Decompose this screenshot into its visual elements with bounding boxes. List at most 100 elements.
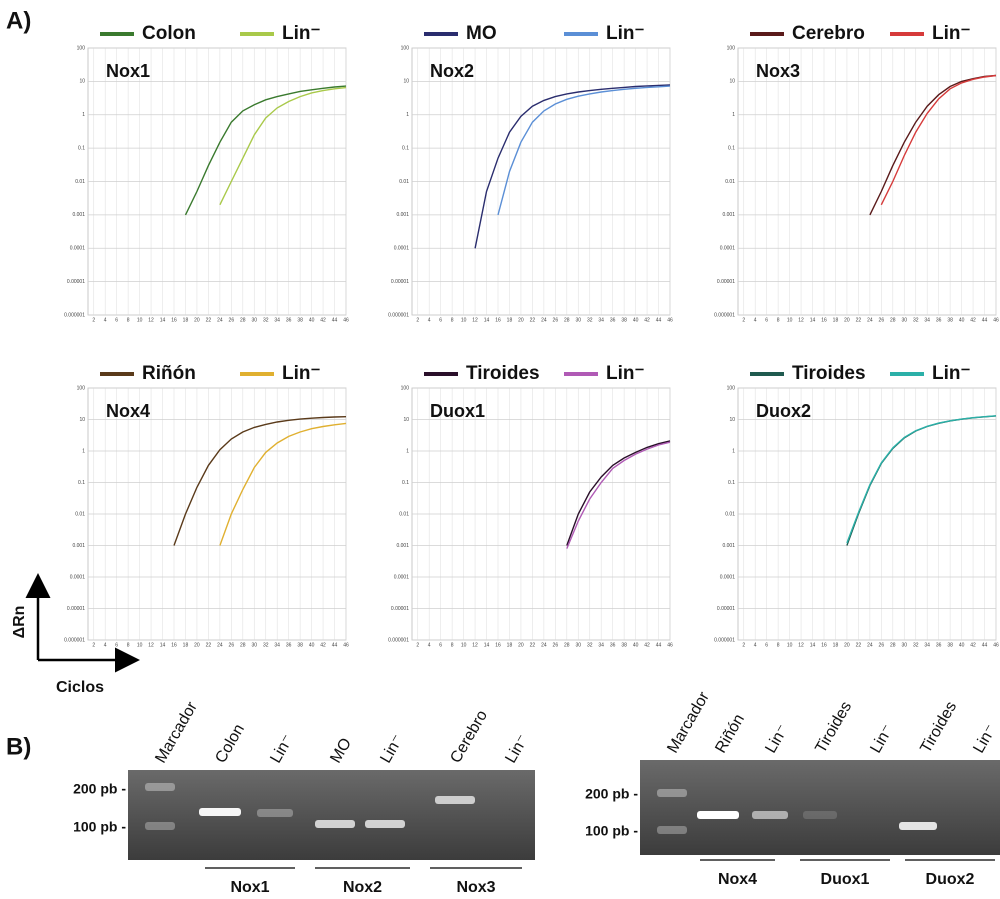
x-tick-label: 28 bbox=[240, 317, 246, 323]
x-tick-label: 44 bbox=[656, 317, 662, 323]
legend-label: Lin⁻ bbox=[932, 23, 971, 44]
y-axis-label: ΔRn bbox=[11, 606, 28, 639]
x-tick-label: 42 bbox=[644, 317, 650, 323]
x-tick-label: 32 bbox=[263, 642, 269, 648]
lane-label: Lin⁻ bbox=[267, 732, 297, 766]
chart: 2468101214161820222426283032343638404244… bbox=[388, 363, 673, 648]
x-tick-label: 28 bbox=[564, 642, 570, 648]
x-tick-label: 28 bbox=[890, 642, 896, 648]
y-tick-label: 0.01 bbox=[725, 179, 735, 185]
x-tick-label: 14 bbox=[484, 642, 490, 648]
x-tick-label: 40 bbox=[309, 642, 315, 648]
x-tick-label: 10 bbox=[461, 642, 467, 648]
x-tick-label: 8 bbox=[451, 317, 454, 323]
y-tick-label: 0.1 bbox=[728, 145, 735, 151]
gel: MarcadorColonLin⁻MOLin⁻CerebroLin⁻200 pb… bbox=[73, 699, 535, 897]
x-tick-label: 44 bbox=[982, 642, 988, 648]
lane-label: Marcador bbox=[152, 699, 201, 767]
y-tick-label: 0.0001 bbox=[720, 574, 736, 580]
y-tick-label: 0.00001 bbox=[717, 279, 735, 285]
x-tick-label: 10 bbox=[461, 317, 467, 323]
x-tick-label: 12 bbox=[472, 317, 478, 323]
x-tick-label: 24 bbox=[541, 317, 547, 323]
y-tick-label: 10 bbox=[729, 417, 735, 423]
panel-label: B) bbox=[6, 733, 31, 760]
y-tick-label: 10 bbox=[79, 417, 85, 423]
gel-band bbox=[435, 796, 475, 804]
x-tick-label: 16 bbox=[171, 642, 177, 648]
x-tick-label: 14 bbox=[810, 317, 816, 323]
x-tick-label: 42 bbox=[320, 317, 326, 323]
x-tick-label: 20 bbox=[844, 642, 850, 648]
gel-band bbox=[145, 822, 175, 830]
chart-title: Duox2 bbox=[756, 401, 811, 421]
x-tick-label: 24 bbox=[217, 642, 223, 648]
x-tick-label: 44 bbox=[656, 642, 662, 648]
x-tick-label: 32 bbox=[587, 642, 593, 648]
y-tick-label: 0.01 bbox=[399, 511, 409, 517]
x-tick-label: 20 bbox=[844, 317, 850, 323]
x-tick-label: 36 bbox=[936, 642, 942, 648]
legend-label: Tiroides bbox=[466, 363, 540, 384]
x-tick-label: 24 bbox=[867, 642, 873, 648]
x-tick-label: 18 bbox=[183, 642, 189, 648]
x-tick-label: 32 bbox=[587, 317, 593, 323]
lane-label: Tiroides bbox=[917, 699, 960, 756]
x-tick-label: 4 bbox=[754, 317, 757, 323]
x-tick-label: 28 bbox=[564, 317, 570, 323]
x-tick-label: 22 bbox=[206, 642, 212, 648]
x-tick-label: 18 bbox=[507, 317, 513, 323]
x-tick-label: 40 bbox=[309, 317, 315, 323]
x-tick-label: 34 bbox=[598, 642, 604, 648]
chart-title: Nox4 bbox=[106, 401, 150, 421]
x-tick-label: 40 bbox=[959, 642, 965, 648]
x-tick-label: 30 bbox=[251, 642, 257, 648]
group-label: Nox1 bbox=[230, 879, 269, 896]
y-tick-label: 0.1 bbox=[402, 480, 409, 486]
legend-label: Lin⁻ bbox=[606, 23, 645, 44]
x-tick-label: 22 bbox=[856, 642, 862, 648]
x-tick-label: 8 bbox=[777, 642, 780, 648]
x-tick-label: 32 bbox=[913, 642, 919, 648]
x-tick-label: 46 bbox=[343, 317, 349, 323]
y-tick-label: 100 bbox=[401, 45, 410, 51]
x-tick-label: 4 bbox=[754, 642, 757, 648]
x-tick-label: 8 bbox=[127, 642, 130, 648]
x-tick-label: 6 bbox=[115, 317, 118, 323]
y-tick-label: 1 bbox=[732, 112, 735, 118]
legend-label: Lin⁻ bbox=[932, 363, 971, 384]
x-tick-label: 46 bbox=[993, 642, 999, 648]
y-tick-label: 10 bbox=[403, 79, 409, 85]
x-tick-label: 44 bbox=[982, 317, 988, 323]
x-tick-label: 26 bbox=[553, 642, 559, 648]
gel-band bbox=[199, 808, 241, 816]
x-tick-label: 12 bbox=[798, 317, 804, 323]
group-label: Nox3 bbox=[456, 879, 495, 896]
lane-label: Riñón bbox=[712, 711, 748, 756]
x-tick-label: 36 bbox=[286, 642, 292, 648]
x-tick-label: 8 bbox=[777, 317, 780, 323]
y-tick-label: 0.1 bbox=[402, 145, 409, 151]
x-tick-label: 10 bbox=[137, 642, 143, 648]
x-tick-label: 46 bbox=[667, 317, 673, 323]
x-tick-label: 46 bbox=[343, 642, 349, 648]
lane-label: Lin⁻ bbox=[762, 722, 792, 756]
figure: A) B) ΔRn Ciclos 24681012141618202224262… bbox=[0, 0, 1000, 899]
lane-label: Lin⁻ bbox=[970, 722, 1000, 756]
gel-band bbox=[257, 809, 293, 817]
group-label: Duox2 bbox=[926, 871, 975, 888]
x-tick-label: 38 bbox=[297, 642, 303, 648]
x-tick-label: 22 bbox=[530, 317, 536, 323]
y-tick-label: 0.00001 bbox=[391, 279, 409, 285]
x-tick-label: 18 bbox=[833, 642, 839, 648]
gel-band bbox=[145, 783, 175, 791]
x-tick-label: 14 bbox=[810, 642, 816, 648]
y-tick-label: 0.001 bbox=[396, 212, 409, 218]
y-tick-label: 1 bbox=[82, 112, 85, 118]
x-tick-label: 18 bbox=[833, 317, 839, 323]
y-tick-label: 0.1 bbox=[78, 480, 85, 486]
y-tick-label: 0.0001 bbox=[394, 246, 410, 252]
